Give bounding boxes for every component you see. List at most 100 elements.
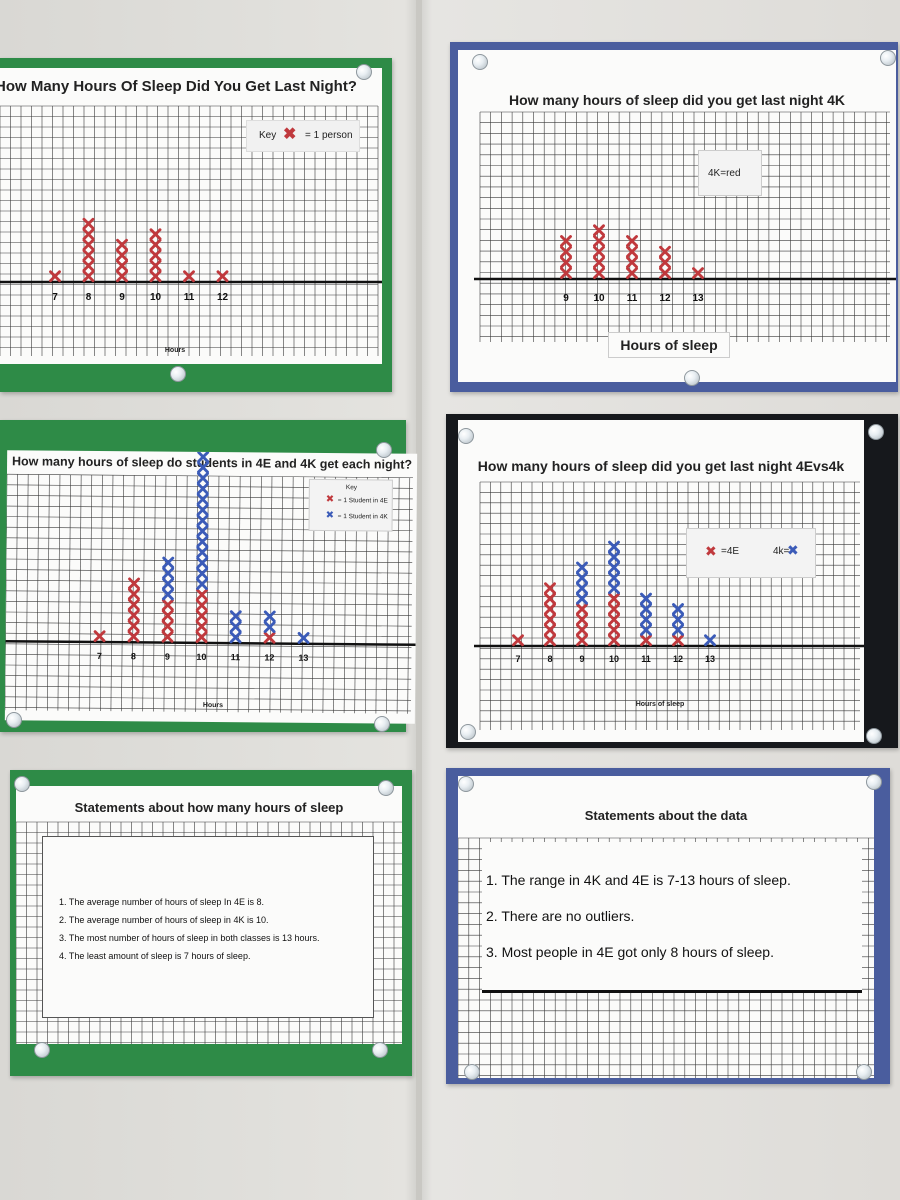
data-point-x-mark — [672, 634, 684, 647]
data-point-x-mark — [196, 503, 209, 516]
data-point-x-mark — [196, 546, 209, 559]
grid-lines — [479, 481, 860, 730]
x-stroke — [196, 503, 209, 516]
data-point-x-mark — [576, 634, 588, 647]
chart-3-legend-entry-4k: = 1 Student in 4K — [337, 513, 388, 521]
x-tick-label: 9 — [119, 292, 125, 303]
x-stroke — [544, 603, 556, 616]
data-point-x-mark — [196, 556, 209, 569]
data-point-x-mark — [82, 270, 95, 283]
data-point-x-mark — [263, 631, 276, 644]
data-point-x-mark — [195, 609, 208, 622]
data-point-x-mark — [672, 623, 684, 636]
data-point-x-mark — [608, 634, 620, 647]
data-point-x-mark — [93, 630, 106, 643]
data-point-x-mark — [127, 630, 140, 643]
grid-line — [6, 558, 413, 563]
x-stroke — [196, 567, 209, 580]
pushpin-icon — [880, 50, 896, 66]
pushpin-icon — [458, 776, 474, 792]
data-point-x-mark — [82, 238, 95, 251]
x-stroke — [82, 249, 95, 262]
x-stroke — [640, 623, 652, 636]
data-point-x-mark — [593, 256, 605, 269]
data-point-x-mark — [640, 592, 652, 605]
x-stroke — [593, 245, 605, 258]
pushpin-icon — [170, 366, 186, 382]
data-point-x-mark — [82, 249, 95, 262]
x-stroke — [161, 620, 174, 633]
data-point-x-mark — [183, 270, 195, 283]
data-point-x-mark — [608, 592, 620, 605]
data-point-x-mark — [162, 556, 175, 569]
chart-3-legend-label: Key — [345, 484, 358, 492]
x-stroke — [49, 270, 61, 283]
x-stroke — [196, 578, 209, 590]
x-stroke — [196, 525, 209, 537]
chart-3-legend-entry-4e: = 1 Student in 4E — [337, 497, 388, 505]
data-point-x-mark — [229, 610, 242, 623]
data-point-x-mark — [626, 235, 638, 247]
chart-4-legend: ✖ =4E 4k= ✖ — [686, 528, 816, 578]
data-point-x-mark — [197, 461, 210, 474]
x-stroke — [640, 592, 652, 605]
x-stroke — [576, 623, 588, 636]
data-point-x-mark — [149, 259, 162, 272]
grid-line — [100, 475, 103, 712]
x-stroke — [197, 450, 210, 463]
data-point-x-mark — [512, 634, 524, 647]
x-stroke — [149, 238, 162, 251]
x-tick-label: 10 — [609, 654, 619, 664]
grid-line — [259, 476, 262, 713]
data-point-x-mark — [196, 493, 209, 506]
x-stroke — [116, 270, 128, 283]
grid-line — [5, 622, 412, 627]
pushpin-icon — [14, 776, 30, 792]
poster-3-paper: How many hours of sleep do students in 4… — [4, 450, 418, 724]
x-stroke — [196, 482, 209, 495]
data-point-x-mark — [263, 621, 276, 634]
data-point-x-mark — [196, 525, 209, 538]
grid-line — [174, 475, 177, 712]
data-point-x-mark — [608, 561, 620, 574]
x-stroke — [229, 620, 242, 633]
data-point-x-mark — [626, 256, 638, 269]
pushpin-icon — [684, 370, 700, 386]
x-stroke — [196, 546, 209, 559]
x-stroke — [593, 224, 605, 237]
x-stroke — [672, 634, 684, 647]
chart-4: 7 8 9 10 11 12 13 Hours of sleep — [474, 481, 864, 730]
pushpin-icon — [460, 724, 476, 740]
grid-line — [301, 476, 305, 713]
grid-line — [280, 476, 283, 713]
chart-2-legend-entry: 4K=red — [708, 168, 741, 179]
grid-line — [36, 474, 40, 711]
x-stroke — [229, 631, 242, 644]
grid-line — [227, 476, 230, 713]
x-tick-label: 7 — [52, 292, 58, 303]
data-point-x-mark — [576, 582, 588, 595]
x-stroke — [659, 245, 671, 258]
grid-line — [6, 473, 413, 479]
grid-line — [5, 675, 412, 680]
data-point-x-mark — [692, 267, 704, 280]
x-stroke — [672, 623, 684, 636]
x-axis-label: Hours — [203, 702, 223, 709]
data-point-x-mark — [544, 634, 556, 647]
x-tick-label: 12 — [264, 652, 274, 662]
x-stroke — [229, 610, 242, 623]
x-stroke — [183, 270, 195, 283]
x-stroke — [560, 256, 572, 269]
x-tick-label: 11 — [184, 292, 195, 303]
x-stroke — [626, 235, 638, 247]
x-stroke — [608, 571, 620, 584]
data-point-x-mark — [195, 588, 208, 601]
data-point-x-mark — [127, 588, 140, 601]
chart-2-legend: 4K=red — [698, 150, 762, 196]
x-stroke — [576, 592, 588, 605]
x-stroke — [127, 630, 140, 643]
data-point-x-mark — [576, 561, 588, 574]
grid-line — [4, 474, 8, 711]
x-stroke — [195, 588, 208, 601]
data-point-x-mark — [608, 603, 620, 616]
